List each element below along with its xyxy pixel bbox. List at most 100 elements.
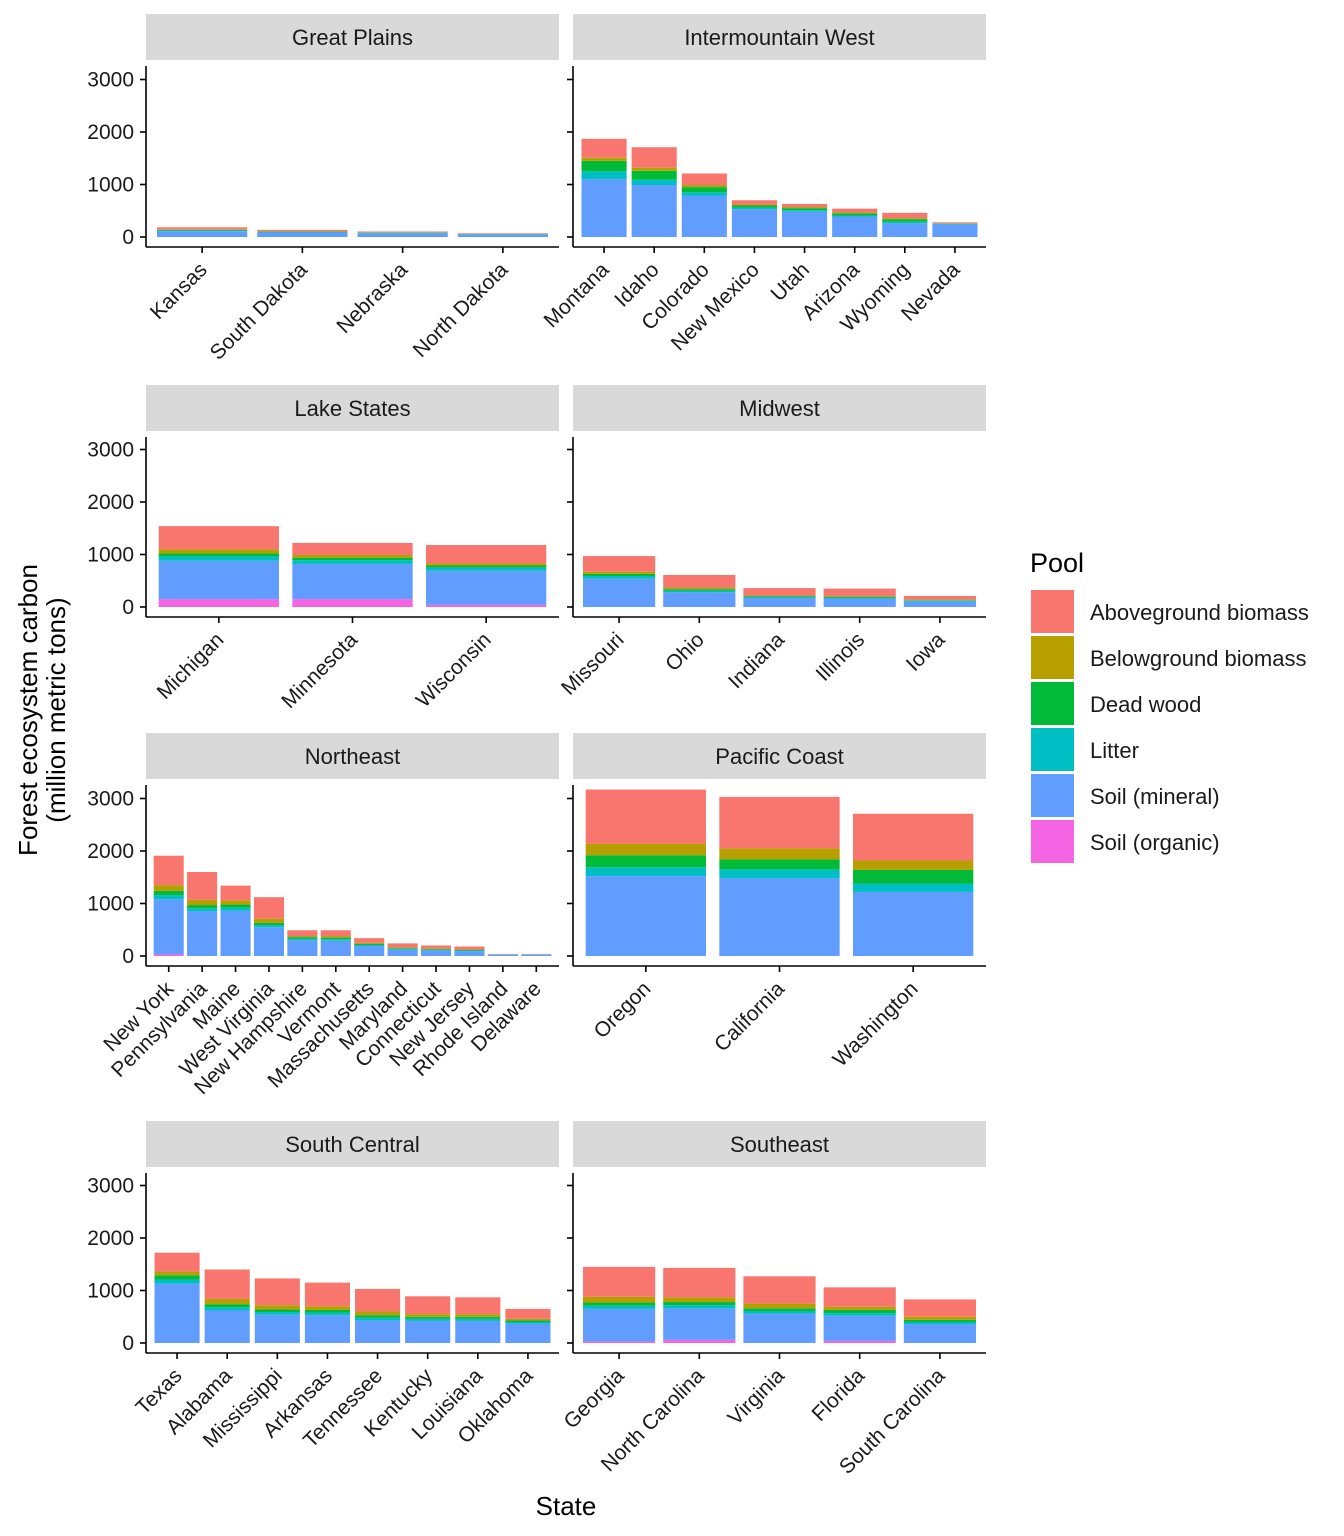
legend: Pool Aboveground biomass Belowground biom… [1030, 548, 1309, 863]
bar-new-mexico [731, 200, 777, 237]
bar-segment-aboveground-biomass [585, 789, 706, 844]
bar-segment-belowground-biomass [631, 167, 677, 171]
bar-segment-dead-wood [782, 208, 828, 211]
bar-segment-litter [882, 221, 928, 224]
bar-segment-litter [387, 948, 418, 950]
y-tick-label: 0 [122, 596, 134, 619]
y-tick-label: 1000 [87, 1280, 134, 1303]
panel-pacific-coast: Pacific Coast Oregon California Washington [567, 733, 986, 1071]
legend-swatch [1031, 590, 1074, 633]
bar-virginia [743, 1276, 816, 1343]
bar-segment-dead-wood [455, 1316, 501, 1319]
bar-maine [220, 885, 251, 956]
legend-item-aboveground-biomass: Aboveground biomass [1031, 590, 1309, 633]
bar-segment-aboveground-biomass [158, 526, 279, 550]
bar-new-york [153, 855, 184, 956]
bar-segment-soil-mineral [455, 1320, 501, 1343]
y-tick-label: 2000 [87, 121, 134, 144]
bar-segment-soil-mineral [743, 598, 816, 607]
bar-segment-belowground-biomass [355, 1311, 401, 1316]
x-tick-label: South Dakota [206, 258, 312, 364]
facet-strip-label: South Central [285, 1132, 420, 1157]
bar-segment-litter [663, 590, 736, 593]
bar-segment-litter [743, 597, 816, 599]
bar-segment-belowground-biomass [853, 860, 974, 870]
bar-segment-litter [823, 597, 896, 599]
legend-swatch [1031, 636, 1074, 679]
bar-segment-soil-mineral [663, 1308, 736, 1340]
bar-segment-soil-mineral [153, 899, 184, 955]
bar-segment-litter [157, 230, 248, 232]
bar-rhode-island [487, 953, 518, 956]
bar-segment-aboveground-biomass [254, 1278, 300, 1306]
bar-segment-aboveground-biomass [421, 945, 452, 949]
bar-segment-belowground-biomass [158, 549, 279, 554]
bar-segment-belowground-biomass [832, 212, 878, 214]
bar-segment-dead-wood [903, 1319, 976, 1322]
y-tick-label: 3000 [87, 788, 134, 811]
panel-lake-states: Lake States 0 1000 2000 3000 Michigan Minnesot… [87, 385, 559, 713]
bar-segment-litter [320, 939, 351, 941]
bar-segment-aboveground-biomass [426, 545, 547, 564]
bar-segment-dead-wood [853, 869, 974, 884]
bar-segment-dead-wood [882, 219, 928, 222]
bar-texas [154, 1252, 200, 1343]
x-tick-label: Illinois [812, 628, 870, 686]
x-tick-label: Florida [808, 1364, 870, 1426]
bar-segment-soil-mineral [158, 560, 279, 600]
bar-segment-belowground-biomass [204, 1298, 250, 1305]
bar-north-dakota [457, 233, 548, 237]
bar-segment-soil-mineral [405, 1320, 451, 1343]
bar-segment-aboveground-biomass [320, 930, 351, 937]
bar-segment-soil-mineral [220, 910, 251, 956]
bar-segment-soil-organic [663, 1339, 736, 1343]
bar-segment-aboveground-biomass [204, 1269, 250, 1299]
bar-segment-dead-wood [405, 1316, 451, 1319]
bar-segment-litter [187, 908, 218, 912]
bar-segment-aboveground-biomass [631, 147, 677, 168]
bar-segment-litter [581, 171, 627, 180]
legend-title: Pool [1030, 548, 1084, 578]
bar-wyoming [882, 212, 928, 237]
legend-item-soil-organic: Soil (organic) [1031, 820, 1220, 863]
bar-segment-litter [663, 1305, 736, 1309]
bar-pennsylvania [187, 872, 218, 956]
bar-alabama [204, 1269, 250, 1343]
bar-segment-aboveground-biomass [157, 227, 248, 230]
bar-new-hampshire [287, 930, 318, 956]
panel-south-central: South Central0100020003000TexasAlabamaMi… [87, 1121, 559, 1452]
bar-segment-soil-mineral [426, 570, 547, 605]
bar-segment-litter [257, 232, 348, 233]
y-tick-label: 2000 [87, 1227, 134, 1250]
bar-segment-litter [832, 215, 878, 217]
bar-segment-aboveground-biomass [220, 885, 251, 901]
x-tick-label: Missouri [557, 628, 629, 700]
bar-segment-soil-mineral [253, 927, 284, 956]
bar-segment-litter [455, 1318, 501, 1321]
panel-midwest: Midwest Missouri Ohio Indiana Illinois Iowa [557, 385, 986, 700]
bar-segment-soil-mineral [355, 1320, 401, 1343]
bar-segment-belowground-biomass [782, 207, 828, 209]
bar-segment-dead-wood [583, 1302, 656, 1306]
bar-segment-dead-wood [426, 565, 547, 568]
bar-louisiana [455, 1297, 501, 1343]
legend-label: Dead wood [1090, 692, 1201, 717]
legend-label: Soil (mineral) [1090, 784, 1220, 809]
facet-strip-label: Intermountain West [684, 25, 874, 50]
bar-segment-belowground-biomass [187, 899, 218, 906]
facet-strip [573, 14, 986, 60]
legend-item-litter: Litter [1031, 728, 1139, 771]
bar-segment-soil-mineral [731, 209, 777, 237]
bar-south-dakota [257, 229, 348, 237]
bar-segment-soil-mineral [581, 179, 627, 237]
facet-strip [146, 14, 559, 60]
legend-label: Aboveground biomass [1090, 600, 1309, 625]
bar-segment-aboveground-biomass [583, 556, 656, 572]
bar-segment-dead-wood [681, 187, 727, 193]
bar-segment-aboveground-biomass [354, 938, 385, 943]
bar-nebraska [357, 231, 448, 237]
bar-segment-soil-mineral [823, 598, 896, 607]
bar-segment-soil-mineral [254, 1314, 300, 1343]
